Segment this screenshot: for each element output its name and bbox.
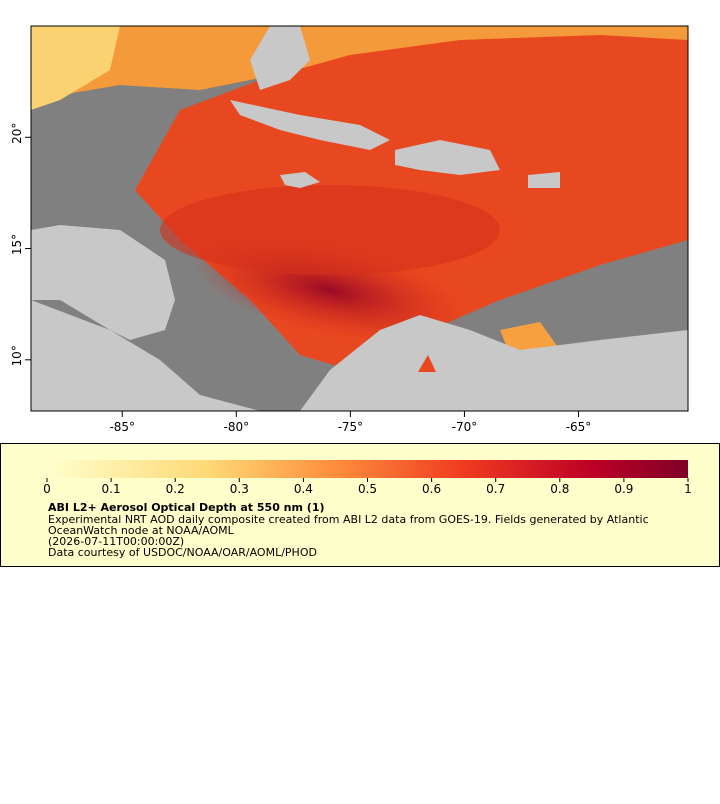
y-tick-label: 10° [10, 345, 24, 366]
colorbar-tick-label: 0.2 [166, 482, 185, 496]
legend-line: Experimental NRT AOD daily composite cre… [48, 513, 649, 526]
land [395, 140, 500, 175]
y-tick-label: 15° [10, 234, 24, 255]
y-tick-label: 20° [10, 123, 24, 144]
colorbar-tick-label: 0 [43, 482, 51, 496]
aerosol-field [31, 26, 120, 110]
colorbar-tick-label: 0.8 [550, 482, 569, 496]
x-tick-label: -85° [109, 420, 135, 434]
x-tick-label: -80° [224, 420, 250, 434]
land [300, 315, 688, 411]
colorbar-tick-label: 1 [684, 482, 692, 496]
colorbar-tick-label: 0.3 [230, 482, 249, 496]
legend-line: OceanWatch node at NOAA/AOML [48, 524, 235, 537]
land [230, 100, 390, 150]
colorbar-tick-label: 0.6 [422, 482, 441, 496]
land [250, 26, 310, 90]
colorbar-tick-label: 0.5 [358, 482, 377, 496]
land [31, 300, 260, 411]
x-tick-label: -75° [338, 420, 364, 434]
colorbar-tick-label: 0.1 [102, 482, 121, 496]
land [31, 225, 175, 340]
colorbar [47, 460, 688, 478]
colorbar-tick-label: 0.7 [486, 482, 505, 496]
x-tick-label: -65° [566, 420, 592, 434]
colorbar-tick-label: 0.4 [294, 482, 313, 496]
aerosol-field [500, 322, 560, 355]
aerosol-field [160, 185, 500, 275]
land [280, 172, 320, 188]
legend-line: Data courtesy of USDOC/NOAA/OAR/AOML/PHO… [48, 546, 317, 559]
land [528, 172, 560, 188]
legend-title: ABI L2+ Aerosol Optical Depth at 550 nm … [48, 501, 325, 514]
map-frame [30, 25, 689, 412]
legend-line: (2026-07-11T00:00:00Z) [48, 535, 184, 548]
map [31, 26, 688, 411]
colorbar-tick-label: 0.9 [614, 482, 633, 496]
aerosol-field [418, 355, 436, 372]
x-tick-label: -70° [452, 420, 478, 434]
